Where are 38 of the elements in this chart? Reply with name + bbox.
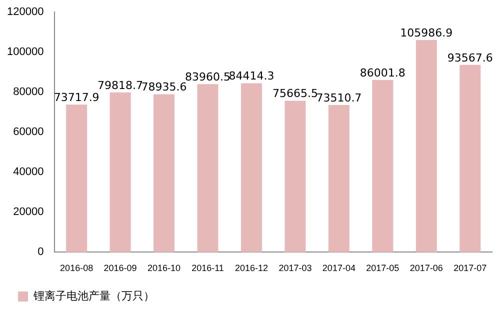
x-tick-label: 2017-04 (322, 263, 356, 274)
y-tick-label: 0 (38, 246, 44, 258)
x-tick-label: 2016-09 (104, 263, 137, 274)
bar (372, 80, 394, 252)
x-tick-label: 2017-03 (278, 263, 312, 274)
y-tick-label: 40000 (13, 166, 44, 178)
bar (328, 105, 350, 252)
data-label: 84414.3 (228, 70, 274, 83)
bar (154, 94, 175, 252)
data-label: 73717.9 (54, 91, 100, 104)
data-label: 75665.5 (272, 87, 318, 100)
y-tick-label: 60000 (13, 126, 44, 138)
x-tick-label: 2016-08 (60, 263, 94, 274)
x-tick-label: 2017-05 (366, 263, 400, 274)
x-tick-label: 2016-12 (234, 263, 268, 274)
data-label: 83960.5 (185, 70, 231, 84)
x-tick-label: 2016-11 (192, 263, 224, 274)
data-label: 78935.6 (141, 80, 187, 94)
bar (66, 104, 88, 252)
bar (197, 84, 218, 252)
data-label: 86001.8 (360, 66, 406, 80)
y-tick-label: 100000 (6, 46, 44, 58)
bar (284, 100, 306, 252)
data-label: 105986.9 (400, 26, 453, 40)
y-tick-label: 20000 (13, 206, 44, 218)
y-tick-label: 120000 (6, 6, 44, 18)
x-tick-label: 2017-07 (454, 263, 487, 274)
x-tick-label: 2017-06 (410, 263, 443, 274)
data-label: 73510.7 (316, 91, 362, 104)
y-tick-label: 80000 (13, 86, 44, 98)
bar (460, 64, 481, 252)
data-label: 93567.6 (447, 51, 493, 64)
x-tick-label: 2016-10 (148, 263, 181, 274)
bar (110, 92, 131, 252)
bar (240, 83, 262, 252)
data-label: 79818.7 (98, 78, 144, 92)
legend-label: 锂离子电池产量（万只） (32, 290, 154, 303)
bar (416, 40, 437, 252)
